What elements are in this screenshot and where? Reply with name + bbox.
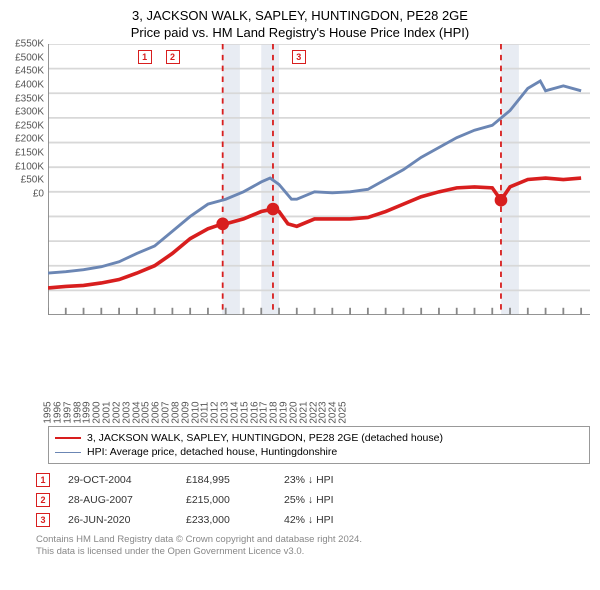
transaction-marker: 2 [36, 493, 50, 507]
y-tick-label: £50K [0, 175, 44, 186]
footer-line: Contains HM Land Registry data © Crown c… [36, 534, 590, 546]
legend-row: 3, JACKSON WALK, SAPLEY, HUNTINGDON, PE2… [55, 431, 583, 445]
title-main: 3, JACKSON WALK, SAPLEY, HUNTINGDON, PE2… [0, 8, 600, 23]
transaction-diff: 25% ↓ HPI [284, 494, 374, 506]
y-tick-label: £500K [0, 52, 44, 63]
y-tick-label: £250K [0, 120, 44, 131]
transaction-row: 2 28-AUG-2007 £215,000 25% ↓ HPI [36, 490, 590, 510]
transaction-price: £215,000 [186, 494, 266, 506]
y-tick-label: £150K [0, 148, 44, 159]
y-tick-label: £300K [0, 107, 44, 118]
legend-swatch-red [55, 437, 81, 439]
title-block: 3, JACKSON WALK, SAPLEY, HUNTINGDON, PE2… [0, 0, 600, 44]
y-tick-label: £100K [0, 161, 44, 172]
y-tick-label: £0 [0, 189, 44, 200]
transaction-marker: 3 [36, 513, 50, 527]
title-sub: Price paid vs. HM Land Registry's House … [0, 25, 600, 40]
legend-box: 3, JACKSON WALK, SAPLEY, HUNTINGDON, PE2… [48, 426, 590, 464]
footer-attribution: Contains HM Land Registry data © Crown c… [36, 534, 590, 559]
transaction-diff: 23% ↓ HPI [284, 474, 374, 486]
legend-label: HPI: Average price, detached house, Hunt… [87, 446, 337, 458]
transaction-date: 26-JUN-2020 [68, 514, 168, 526]
transaction-diff: 42% ↓ HPI [284, 514, 374, 526]
chart-marker-box: 3 [292, 50, 306, 64]
legend-swatch-blue [55, 452, 81, 453]
x-tick-label: 2025 [338, 401, 349, 423]
y-tick-label: £200K [0, 134, 44, 145]
footer-line: This data is licensed under the Open Gov… [36, 546, 590, 558]
chart-container: 3, JACKSON WALK, SAPLEY, HUNTINGDON, PE2… [0, 0, 600, 590]
transaction-date: 29-OCT-2004 [68, 474, 168, 486]
chart-marker-box: 1 [138, 50, 152, 64]
y-tick-label: £550K [0, 39, 44, 50]
y-tick-label: £400K [0, 79, 44, 90]
transaction-row: 3 26-JUN-2020 £233,000 42% ↓ HPI [36, 510, 590, 530]
y-tick-label: £450K [0, 66, 44, 77]
chart-area: £0£50K£100K£150K£200K£250K£300K£350K£400… [48, 44, 590, 394]
transaction-marker: 1 [36, 473, 50, 487]
transaction-date: 28-AUG-2007 [68, 494, 168, 506]
y-tick-label: £350K [0, 93, 44, 104]
transactions-table: 1 29-OCT-2004 £184,995 23% ↓ HPI 2 28-AU… [36, 470, 590, 530]
legend-label: 3, JACKSON WALK, SAPLEY, HUNTINGDON, PE2… [87, 432, 443, 444]
chart-svg [48, 44, 590, 315]
transaction-row: 1 29-OCT-2004 £184,995 23% ↓ HPI [36, 470, 590, 490]
transaction-price: £184,995 [186, 474, 266, 486]
transaction-price: £233,000 [186, 514, 266, 526]
legend-row: HPI: Average price, detached house, Hunt… [55, 445, 583, 459]
chart-marker-box: 2 [166, 50, 180, 64]
